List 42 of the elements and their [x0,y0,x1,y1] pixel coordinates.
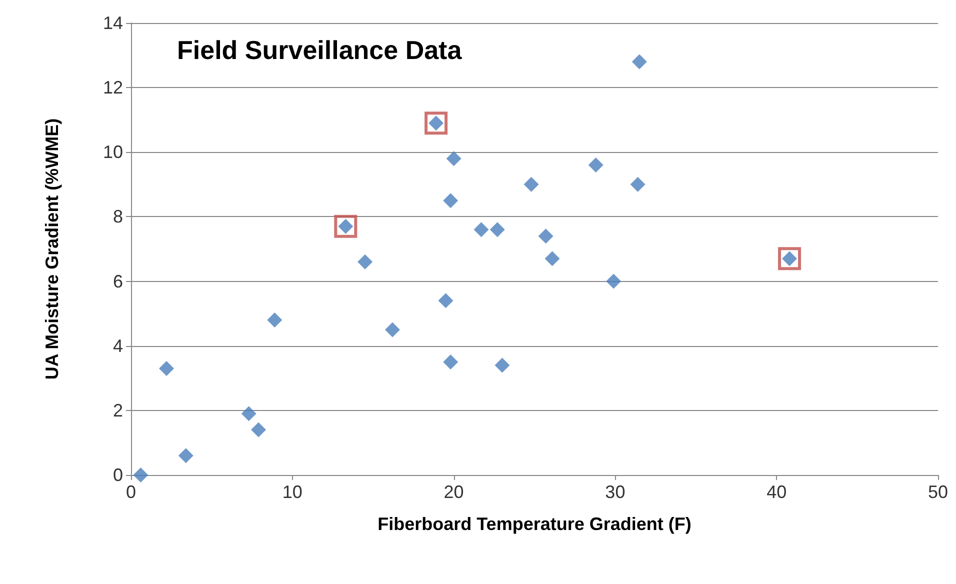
x-axis-title: Fiberboard Temperature Gradient (F) [378,514,692,534]
y-tick-label: 0 [112,465,123,485]
point [630,176,646,192]
y-tick-label: 2 [112,400,123,420]
point [424,112,448,135]
point [606,274,622,289]
y-tick-label: 6 [112,271,123,292]
y-tick-label: 14 [102,13,123,33]
point [241,406,256,422]
point [778,247,802,270]
text: Field Surveillance Data [177,35,462,65]
point [358,254,373,270]
point [438,293,454,308]
point [384,322,400,338]
y-tick-label: 12 [102,78,123,98]
y-tick-label: 10 [102,142,123,162]
point [178,448,194,464]
point [538,228,554,244]
point [446,151,462,166]
point [443,193,458,208]
point [267,312,282,328]
point [133,468,148,482]
y-tick-label: 8 [112,206,123,227]
point [443,354,458,370]
point [494,358,510,373]
point [334,214,358,238]
point [474,222,489,238]
point [524,176,539,192]
x-tick-label: 40 [766,482,787,502]
y-tick-label: 4 [112,336,123,356]
point [544,251,560,266]
x-tick-label: 10 [282,482,302,502]
y-axis-title: UA Moisture Gradient (%WME) [42,118,62,380]
point [251,422,266,438]
point [490,222,505,238]
x-tick-label: 0 [126,482,136,502]
point [159,360,174,376]
x-tick-label: 50 [928,482,948,502]
x-tick-label: 20 [444,482,464,502]
x-tick-label: 30 [605,482,626,502]
point [632,54,647,70]
point [588,158,604,173]
